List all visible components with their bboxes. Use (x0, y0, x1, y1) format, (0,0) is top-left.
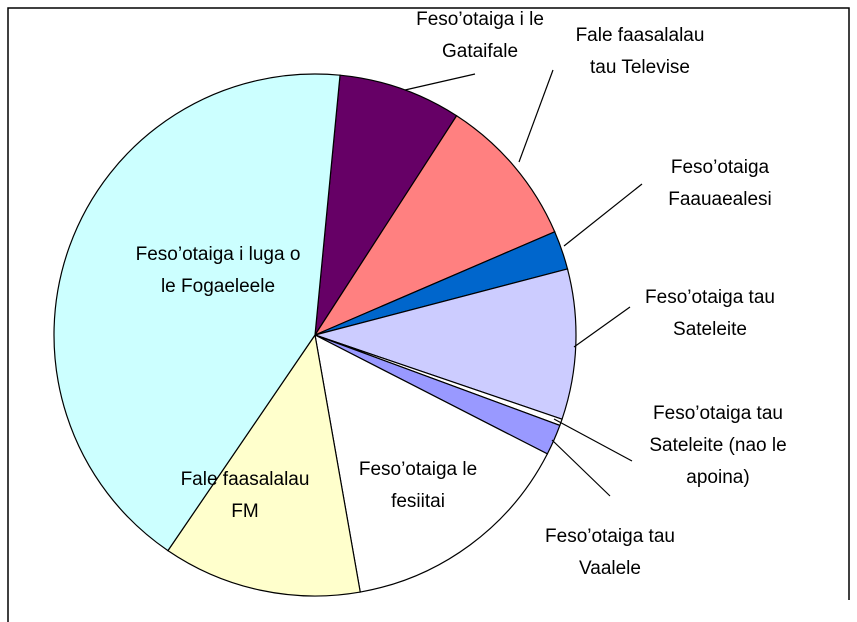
leader-line (551, 439, 611, 497)
slice-label: Feso’otaiga i luga o le Fogaeleele (135, 244, 301, 297)
leader-line (518, 69, 554, 163)
slice-label: Feso’otaiga tau Sateleite (nao le apoina… (649, 403, 787, 488)
leader-line (553, 418, 633, 462)
pie-slice (167, 333, 361, 597)
slice-label: Fale faasalalau FM (180, 469, 310, 522)
leader-line (404, 73, 476, 91)
slice-label: Fale faasalalau tau Televise (575, 25, 705, 78)
pie-slice (53, 73, 341, 552)
pie-slice (314, 333, 549, 593)
slice-label: Feso’otaiga le fesiitai (358, 459, 478, 512)
pie-slice (312, 268, 577, 420)
leader-line (573, 306, 631, 348)
slice-label: Feso’otaiga i le Gataifale (416, 9, 544, 62)
pie-slice (313, 114, 556, 337)
slice-label: Feso’otaiga tau Vaalele (545, 526, 675, 579)
pie-slice (314, 74, 458, 336)
slice-label: Feso’otaiga Faauaealesi (668, 157, 772, 210)
chart-frame (7, 7, 850, 622)
slice-label: Feso’otaiga tau Sateleite (645, 287, 775, 340)
leader-line (563, 183, 643, 247)
